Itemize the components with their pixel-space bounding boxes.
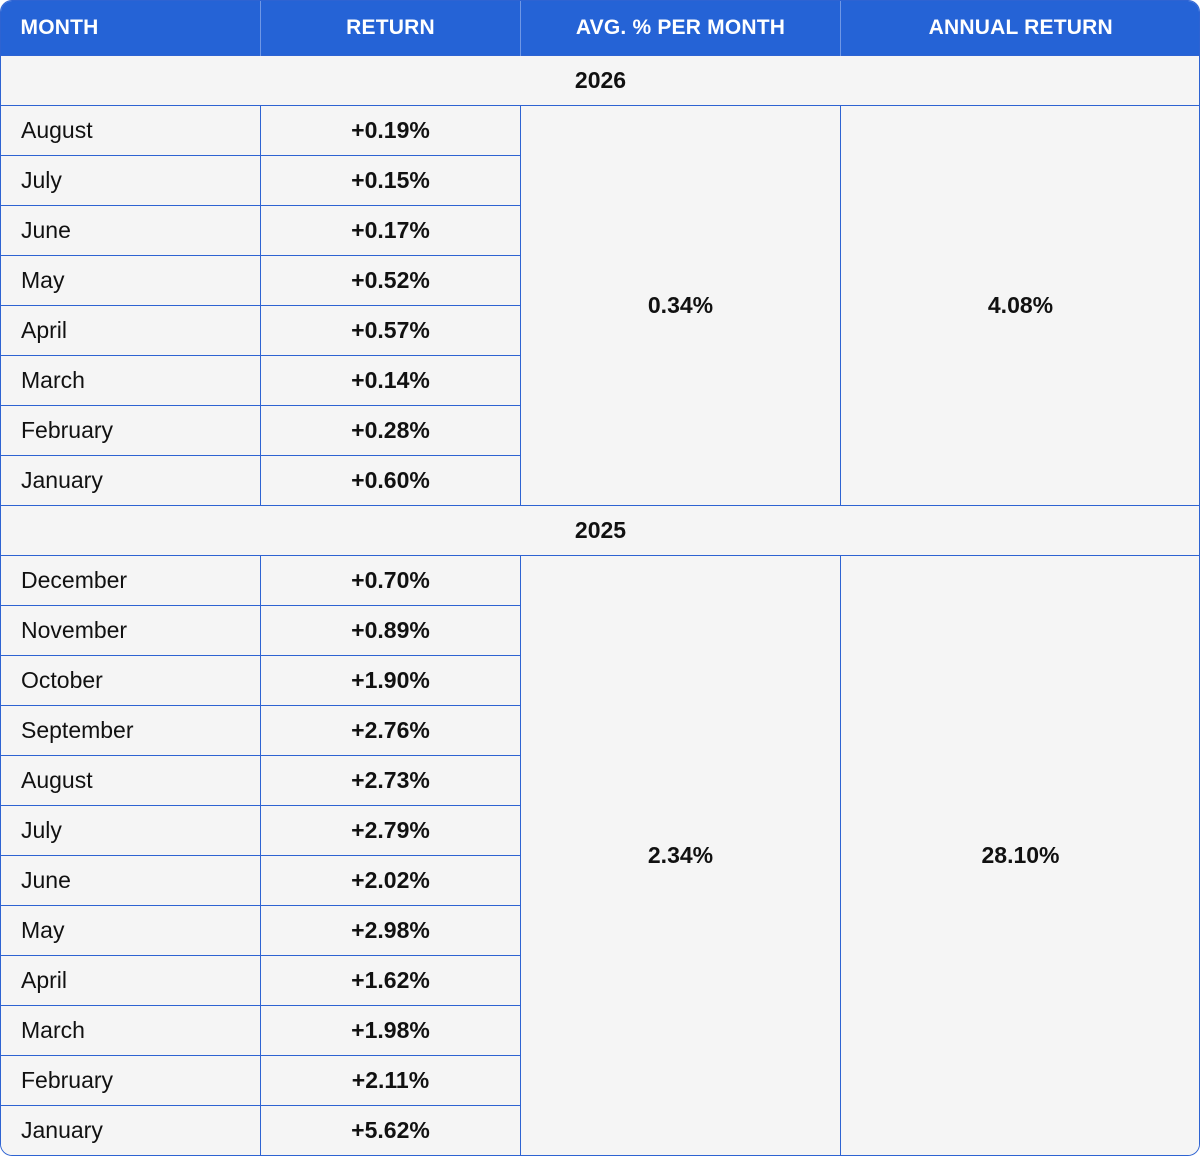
table-row: September +2.76% <box>1 705 1199 756</box>
year-label: 2025 <box>1 505 1199 556</box>
table-row: April +0.57% <box>1 305 1199 356</box>
year-row: 2026 <box>1 55 1199 106</box>
return-cell: +0.70% <box>260 555 521 606</box>
table-row: February +0.28% <box>1 405 1199 456</box>
header-annual-return: ANNUAL RETURN <box>840 1 1199 56</box>
return-cell: +0.19% <box>260 105 521 156</box>
table-row: December +0.70% 2.34% 28.10% <box>1 555 1199 1155</box>
month-cell: February <box>1 1055 261 1106</box>
return-cell: +1.90% <box>260 655 521 706</box>
month-cell: January <box>1 1105 261 1155</box>
table-row: April +1.62% <box>1 955 1199 1006</box>
header-avg-per-month: AVG. % PER MONTH <box>520 1 841 56</box>
month-cell: April <box>1 305 261 356</box>
annual-return-cell: 4.08% <box>840 105 1199 506</box>
table-row: January +5.62% <box>1 1105 1199 1155</box>
year-row: 2025 <box>1 505 1199 556</box>
table-row: March +0.14% <box>1 355 1199 406</box>
month-cell: December <box>1 555 261 606</box>
month-cell: October <box>1 655 261 706</box>
month-cell: September <box>1 705 261 756</box>
table-row: May +2.98% <box>1 905 1199 956</box>
month-cell: November <box>1 605 261 656</box>
return-cell: +1.62% <box>260 955 521 1006</box>
month-cell: July <box>1 805 261 856</box>
table-row: August +0.19% 0.34% 4.08% <box>1 105 1199 506</box>
table-row: March +1.98% <box>1 1005 1199 1056</box>
return-cell: +0.60% <box>260 455 521 506</box>
return-cell: +2.73% <box>260 755 521 806</box>
month-cell: March <box>1 355 261 406</box>
return-cell: +2.76% <box>260 705 521 756</box>
avg-per-month-cell: 2.34% <box>520 555 841 1155</box>
return-cell: +5.62% <box>260 1105 521 1155</box>
month-cell: June <box>1 855 261 906</box>
return-cell: +0.89% <box>260 605 521 656</box>
return-cell: +2.11% <box>260 1055 521 1106</box>
return-cell: +0.17% <box>260 205 521 256</box>
avg-per-month-cell: 0.34% <box>520 105 841 506</box>
month-cell: July <box>1 155 261 206</box>
table-row: May +0.52% <box>1 255 1199 306</box>
return-cell: +1.98% <box>260 1005 521 1056</box>
header-month: MONTH <box>1 1 261 56</box>
return-cell: +0.28% <box>260 405 521 456</box>
month-cell: March <box>1 1005 261 1056</box>
table-body: 2026 August +0.19% 0.34% 4.08% July +0.1… <box>1 55 1199 1155</box>
header-return: RETURN <box>260 1 521 56</box>
table-row: July +2.79% <box>1 805 1199 856</box>
table-row: January +0.60% <box>1 455 1199 506</box>
table-header: MONTH RETURN AVG. % PER MONTH ANNUAL RET… <box>1 1 1199 56</box>
month-cell: August <box>1 755 261 806</box>
return-cell: +0.14% <box>260 355 521 406</box>
year-label: 2026 <box>1 55 1199 106</box>
return-cell: +0.15% <box>260 155 521 206</box>
return-cell: +0.52% <box>260 255 521 306</box>
annual-return-cell: 28.10% <box>840 555 1199 1155</box>
month-cell: May <box>1 905 261 956</box>
month-cell: January <box>1 455 261 506</box>
month-cell: August <box>1 105 261 156</box>
return-cell: +2.98% <box>260 905 521 956</box>
table-row: July +0.15% <box>1 155 1199 206</box>
return-cell: +2.02% <box>260 855 521 906</box>
return-cell: +0.57% <box>260 305 521 356</box>
return-cell: +2.79% <box>260 805 521 856</box>
table-row: June +2.02% <box>1 855 1199 906</box>
month-cell: June <box>1 205 261 256</box>
header-row: MONTH RETURN AVG. % PER MONTH ANNUAL RET… <box>1 1 1199 56</box>
table-row: February +2.11% <box>1 1055 1199 1106</box>
month-cell: April <box>1 955 261 1006</box>
table-row: August +2.73% <box>1 755 1199 806</box>
month-cell: May <box>1 255 261 306</box>
month-cell: February <box>1 405 261 456</box>
